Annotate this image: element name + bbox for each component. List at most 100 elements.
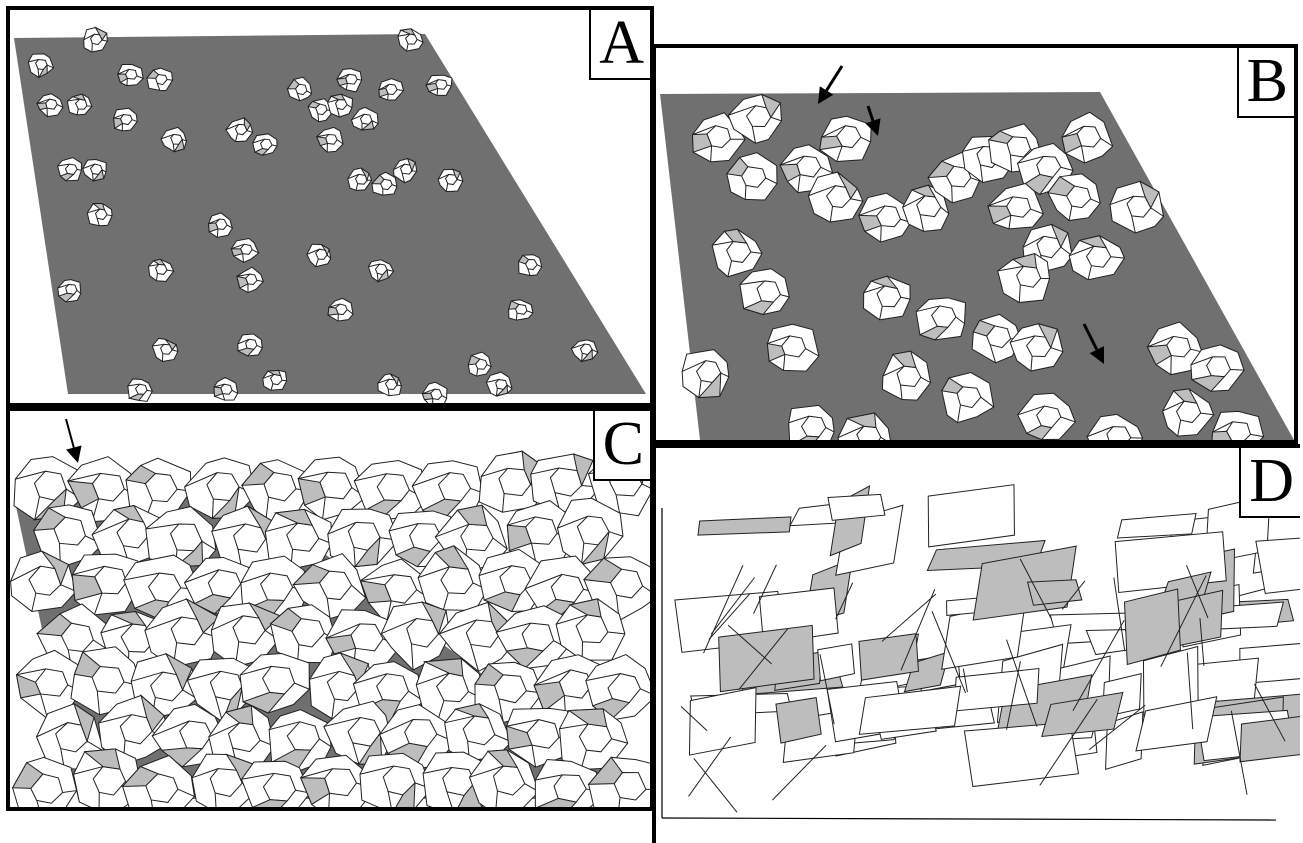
crystal-edge-d	[881, 593, 937, 642]
grain-a	[230, 237, 260, 263]
grain-c	[66, 456, 138, 523]
grain-b	[711, 228, 763, 278]
crystal-plate-d	[858, 633, 919, 681]
crystal-edge-d	[771, 744, 827, 801]
grain-c	[359, 752, 432, 807]
grain-c	[495, 605, 568, 670]
grain-b	[1146, 321, 1203, 376]
panel-b-label: B	[1236, 48, 1294, 118]
crystal-plate-d	[858, 685, 962, 735]
grain-b	[881, 350, 932, 401]
crystal-edge-d	[1019, 558, 1053, 620]
grain-a	[286, 76, 313, 102]
grain-c	[240, 760, 311, 807]
grain-a	[467, 351, 492, 377]
grain-a	[570, 339, 599, 363]
grain-a	[327, 93, 354, 118]
grain-a	[160, 126, 187, 153]
grain-c	[585, 653, 650, 721]
grain-a	[347, 167, 373, 191]
crystal-plate-d	[1239, 715, 1300, 763]
crystal-plate-d	[1255, 537, 1300, 595]
grain-a	[262, 369, 288, 391]
grain-b	[766, 323, 820, 372]
crystal-edge-d	[1072, 619, 1125, 712]
grain-b	[858, 192, 912, 243]
grain-c	[183, 556, 257, 615]
crystal-edge-d	[680, 705, 708, 732]
grain-a	[127, 378, 153, 402]
grain-c	[533, 654, 607, 722]
crystal-edge-d	[708, 593, 751, 640]
grain-c	[11, 756, 78, 807]
substrate-plate-a	[14, 34, 646, 394]
grain-c	[417, 545, 488, 612]
panel-c-scene	[10, 418, 650, 807]
crystal-edge-d	[738, 627, 789, 691]
grain-b	[725, 152, 778, 201]
crystal-plate-d	[1123, 588, 1181, 666]
crystal-plate-d	[903, 650, 951, 693]
grain-b	[1017, 392, 1076, 440]
crystal-edge-d	[931, 610, 967, 694]
grain-c	[299, 754, 376, 807]
grain-b	[681, 349, 730, 399]
crystal-edge-d	[1088, 704, 1146, 751]
grain-a	[437, 168, 464, 193]
panel-c-label: C	[592, 411, 650, 481]
crystal-plate-d	[1135, 696, 1218, 752]
grain-c	[191, 753, 258, 807]
grain-b	[1047, 173, 1101, 222]
panel-c: C	[6, 407, 654, 811]
arrow-c-1	[65, 418, 82, 463]
grain-b	[1109, 180, 1165, 234]
grain-c	[269, 604, 337, 664]
crystal-plate-d	[817, 643, 855, 682]
crystal-edge-d	[962, 668, 968, 693]
grain-a	[425, 74, 453, 96]
crystal-edge-d	[1186, 652, 1194, 730]
grain-a	[336, 68, 363, 93]
grain-a	[350, 106, 379, 131]
grain-c	[268, 709, 332, 773]
crystal-plate-d	[1026, 579, 1083, 606]
crystal-edge-d	[1061, 580, 1086, 610]
grain-c	[587, 756, 650, 807]
crystal-edge-d	[1230, 710, 1248, 795]
grain-c	[380, 601, 451, 671]
panel-b: B	[652, 44, 1298, 444]
grain-c	[144, 597, 221, 668]
grain-a	[117, 63, 144, 87]
crystal-edge-d	[693, 758, 738, 813]
panel-d-label: D	[1239, 448, 1300, 518]
grain-a	[306, 243, 332, 268]
grain-a	[57, 279, 82, 303]
grain-b	[788, 404, 835, 440]
grain-a	[315, 126, 344, 153]
panel-b-scene	[660, 65, 1294, 440]
grain-b	[1068, 235, 1126, 281]
grain-a	[57, 157, 82, 182]
grain-c	[15, 649, 83, 720]
crystal-plate-d	[688, 686, 757, 756]
grain-b	[941, 372, 995, 424]
grain-c	[121, 754, 195, 807]
grain-b	[727, 93, 782, 144]
grain-b	[915, 297, 966, 341]
grain-c	[556, 497, 624, 566]
crystal-edge-d	[835, 582, 854, 620]
panel-a: A	[6, 6, 654, 407]
grain-b	[971, 313, 1022, 364]
grain-a	[252, 133, 278, 156]
crystal-plate-d	[697, 516, 792, 536]
crystal-edge-d	[1253, 683, 1286, 742]
grain-a	[148, 258, 175, 282]
grain-c	[468, 749, 540, 807]
crystal-edge-d	[1113, 577, 1126, 652]
grain-a	[112, 107, 138, 132]
crystal-edge-d	[1185, 565, 1209, 619]
grain-c	[559, 708, 629, 770]
crystal-edge-d	[1160, 575, 1207, 667]
substrate-edge-d	[661, 817, 1277, 821]
grain-a	[27, 53, 55, 79]
